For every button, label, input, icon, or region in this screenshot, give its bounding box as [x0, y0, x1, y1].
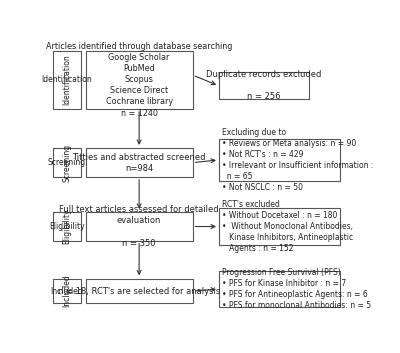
FancyBboxPatch shape — [53, 279, 81, 303]
FancyBboxPatch shape — [53, 50, 81, 109]
Text: Screening: Screening — [62, 144, 72, 182]
Text: Titties and abstracted screened
n=984: Titties and abstracted screened n=984 — [72, 152, 206, 173]
Text: Included: Included — [51, 287, 84, 295]
Text: Included: Included — [62, 275, 72, 307]
FancyBboxPatch shape — [53, 148, 81, 177]
Text: Progression Free Survival (PFS)
• PFS for Kinase Inhibitor : n = 7
• PFS for Ant: Progression Free Survival (PFS) • PFS fo… — [222, 268, 371, 310]
Text: Duplicate records excluded

n = 256: Duplicate records excluded n = 256 — [206, 70, 322, 101]
Text: Full text articles assessed for detailed
evaluation

n = 350: Full text articles assessed for detailed… — [59, 205, 219, 248]
Text: Screening: Screening — [48, 158, 86, 167]
Text: Identification: Identification — [62, 54, 72, 105]
FancyBboxPatch shape — [219, 72, 309, 100]
FancyBboxPatch shape — [86, 212, 193, 241]
FancyBboxPatch shape — [219, 139, 340, 181]
FancyBboxPatch shape — [86, 148, 193, 177]
Text: Eligibility: Eligibility — [62, 209, 72, 244]
Text: RCT's excluded
• Without Docetaxel : n = 180
•  Without Monoclonal Antibodies,
 : RCT's excluded • Without Docetaxel : n =… — [222, 200, 353, 253]
Text: Articles identified through database searching
Google Scholar
PubMed
Scopus
Scie: Articles identified through database sea… — [46, 42, 232, 118]
Text: Identification: Identification — [42, 75, 92, 84]
Text: Excluding due to
• Reviews or Meta analysis: n = 90
• Not RCT's : n = 429
• Irre: Excluding due to • Reviews or Meta analy… — [222, 128, 374, 192]
FancyBboxPatch shape — [219, 271, 340, 307]
Text: Eligibility: Eligibility — [49, 222, 85, 231]
FancyBboxPatch shape — [219, 208, 340, 245]
FancyBboxPatch shape — [53, 212, 81, 241]
Text: n = 18, RCT's are selected for analysis: n = 18, RCT's are selected for analysis — [58, 287, 220, 295]
FancyBboxPatch shape — [86, 50, 193, 109]
FancyBboxPatch shape — [86, 279, 193, 303]
